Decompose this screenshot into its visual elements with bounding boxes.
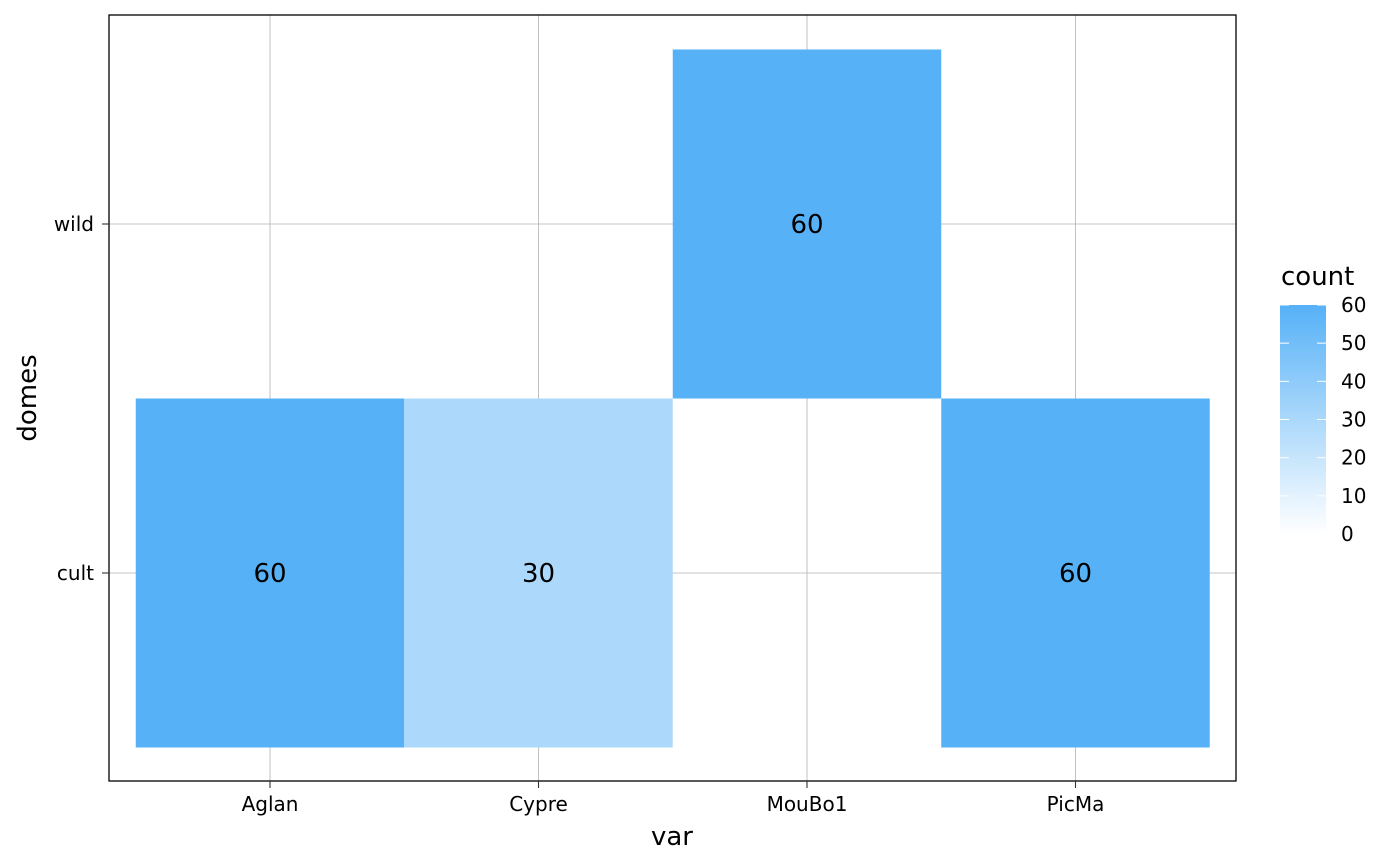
legend-tick-label: 20 [1341,446,1366,470]
legend-tick-label: 60 [1341,293,1366,317]
x-tick-label: Cypre [509,792,568,816]
legend-tick-label: 50 [1341,331,1366,355]
legend-title: count [1281,262,1354,292]
x-tick-label: PicMa [1047,792,1105,816]
cell-label: 60 [1059,559,1092,589]
legend-tick-label: 10 [1341,484,1366,508]
legend-tick-label: 0 [1341,522,1354,546]
heatmap-cell-cypre-cult [404,398,673,748]
x-tick-label: Aglan [242,792,299,816]
x-tick-label: MouBo1 [767,792,848,816]
y-tick-label: cult [57,561,94,585]
panel-border [108,14,1237,782]
y-axis-title: domes [13,354,43,441]
heatmap-cell-picma-cult [941,398,1210,748]
heatmap-cell-moubo1-wild [672,49,942,399]
y-axis: cult wild [54,212,109,585]
cell-labels: 60 30 60 60 [253,210,1092,589]
legend-ticks: 0 10 20 30 40 50 60 [1280,293,1366,546]
heatmap-cell-aglan-cult [135,398,405,748]
y-tick-label: wild [54,212,94,236]
cell-label: 60 [253,559,286,589]
cell-label: 60 [790,210,823,240]
legend: count 0 10 20 30 40 50 60 [1280,262,1366,546]
x-axis-title: var [651,822,693,852]
cell-label: 30 [522,559,555,589]
x-axis: Aglan Cypre MouBo1 PicMa [242,781,1105,816]
legend-tick-label: 40 [1341,369,1366,393]
heatmap-cells [135,49,1210,748]
legend-tick-label: 30 [1341,408,1366,432]
